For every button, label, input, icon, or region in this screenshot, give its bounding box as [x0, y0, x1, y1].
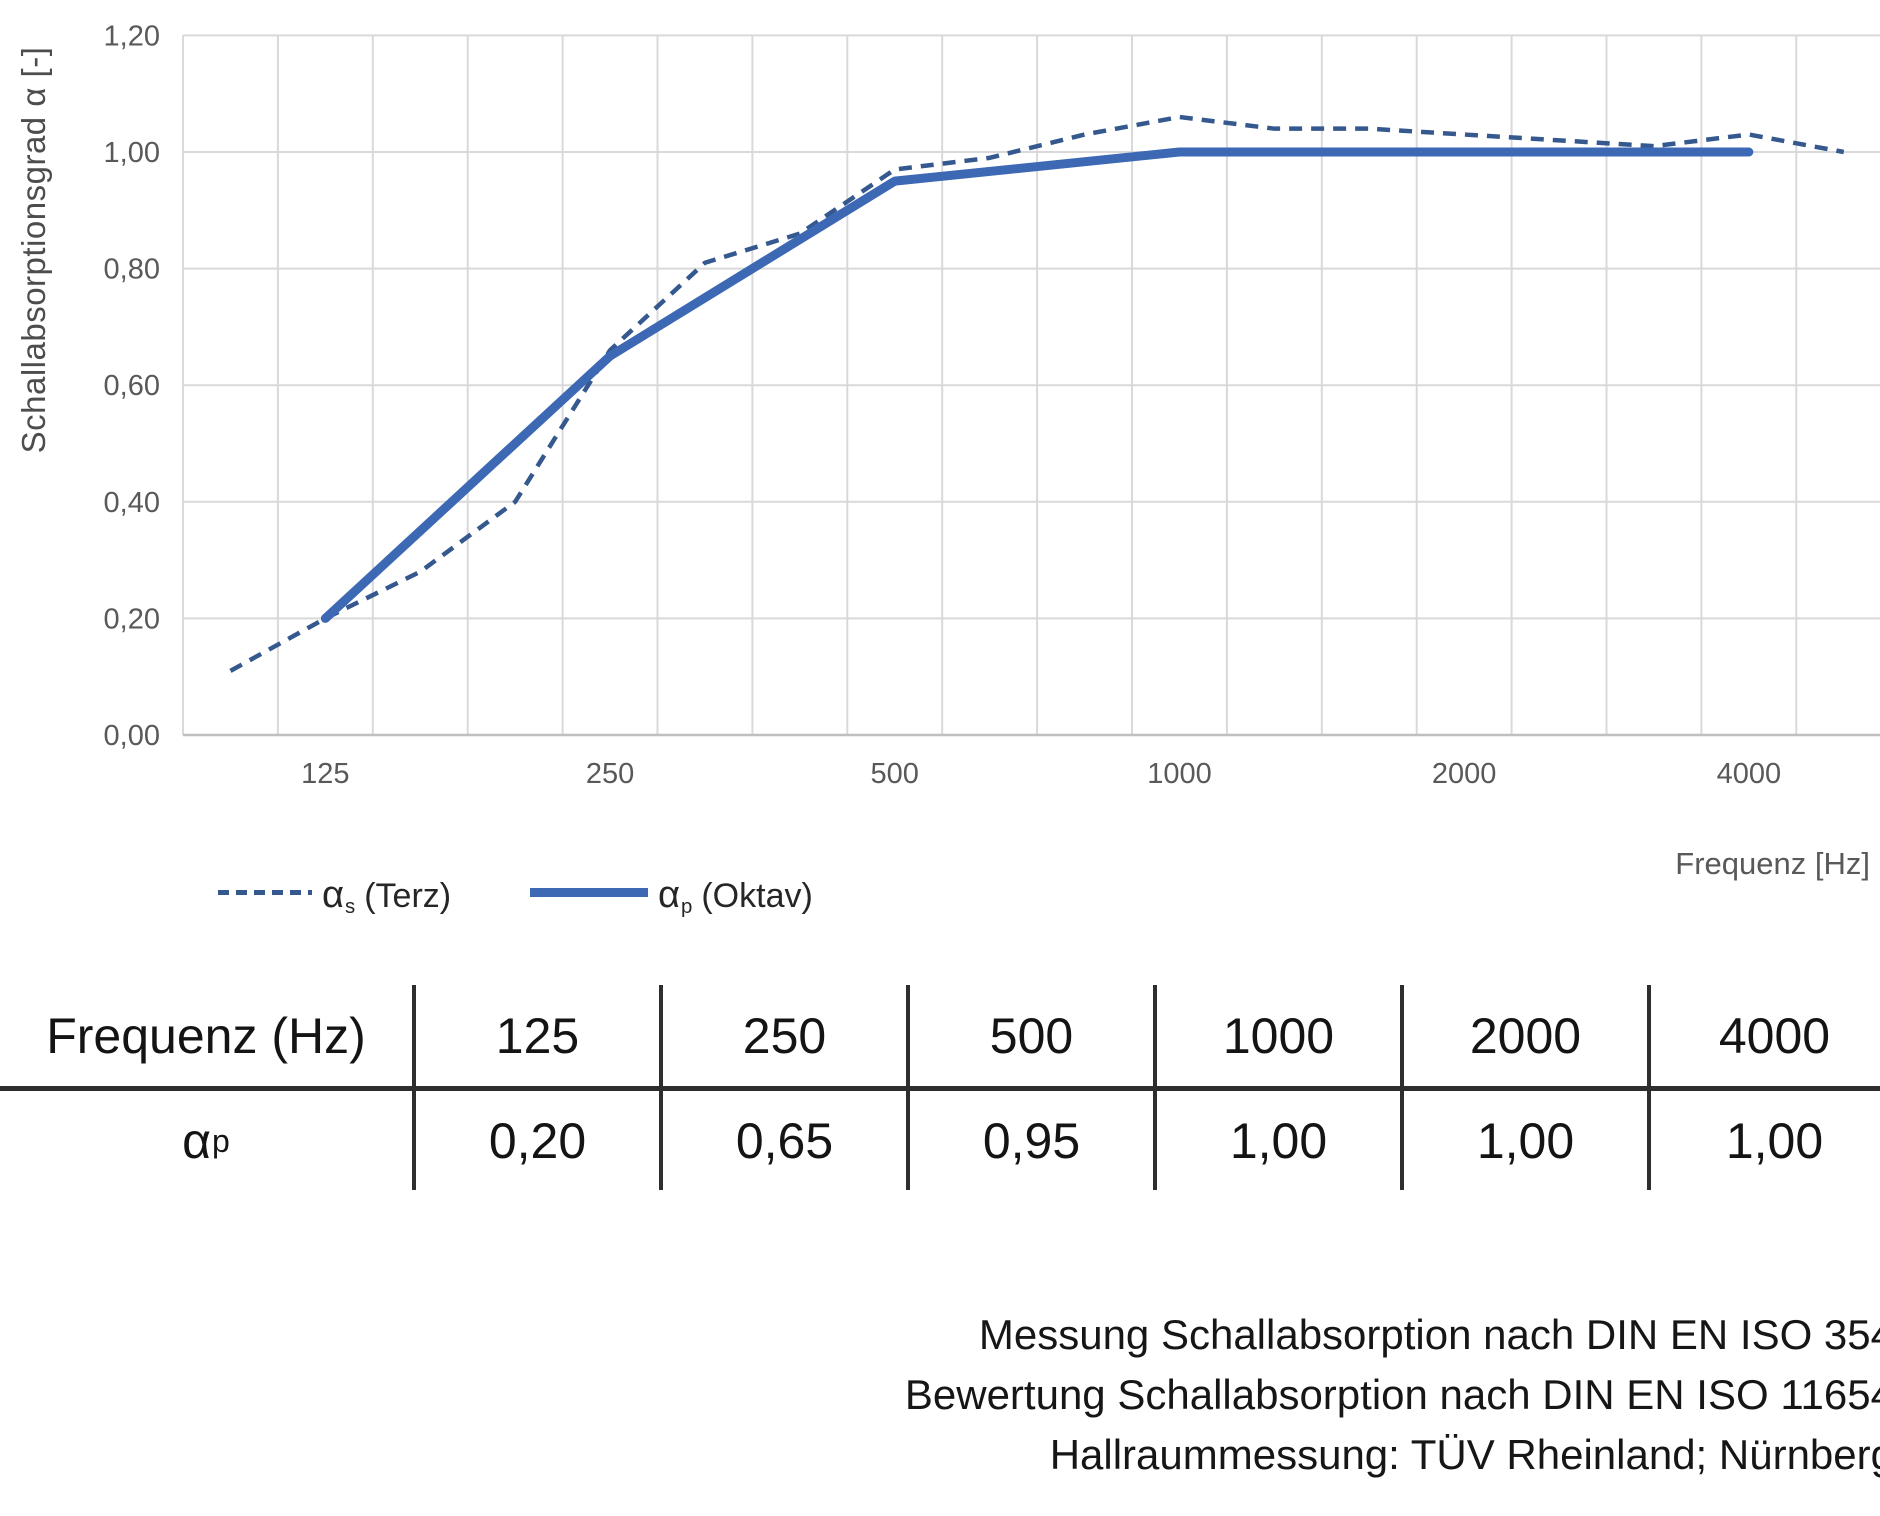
- oktav-solid-line-sample: [530, 888, 648, 897]
- table-cell-freq: 125: [416, 985, 663, 1086]
- absorption-table: Frequenz (Hz) 125 250 500 1000 2000 4000…: [0, 985, 1880, 1190]
- alpha-subscript: p: [681, 896, 693, 919]
- alpha-subscript: s: [345, 896, 356, 919]
- oktav-series-line: [320, 147, 1754, 623]
- x-tick-label: 125: [301, 758, 349, 790]
- chart-legend: αs (Terz) αp (Oktav): [0, 874, 1880, 934]
- table-cell-freq: 250: [663, 985, 910, 1086]
- x-axis-title: Frequenz [Hz]: [1675, 846, 1870, 881]
- y-tick-label: 0,20: [104, 603, 160, 635]
- legend-label-oktav: αp (Oktav): [658, 874, 813, 917]
- note-line: Messung Schallabsorption nach DIN EN ISO…: [978, 1311, 1880, 1358]
- x-tick-label: 1000: [1147, 758, 1212, 790]
- table-divider-line: [0, 1086, 1880, 1091]
- x-tick-label: 500: [871, 758, 919, 790]
- note-line: Hallraummessung: TÜV Rheinland; Nürnberg: [1049, 1431, 1880, 1478]
- table-header-label: Frequenz (Hz): [0, 985, 416, 1086]
- y-tick-label: 0,40: [104, 487, 160, 519]
- table-cell-value: 0,65: [663, 1091, 910, 1190]
- table-cell-value: 0,20: [416, 1091, 663, 1190]
- alpha-symbol: α: [658, 874, 681, 916]
- table-cell-freq: 2000: [1404, 985, 1651, 1086]
- legend-text: (Oktav): [701, 877, 813, 915]
- table-cell-value: 1,00: [1404, 1091, 1651, 1190]
- y-tick-label: 1,20: [104, 20, 160, 52]
- x-tick-label: 250: [586, 758, 634, 790]
- x-tick-label: 2000: [1432, 758, 1497, 790]
- terz-dashed-line-sample: [218, 890, 312, 895]
- table-header-row: Frequenz (Hz) 125 250 500 1000 2000 4000: [0, 985, 1880, 1086]
- table-cell-freq: 1000: [1157, 985, 1404, 1086]
- table-cell-value: 1,00: [1157, 1091, 1404, 1190]
- absorption-chart: 0,00 0,20 0,40 0,60 0,80 1,00 1,20 125 250 500 100…: [104, 20, 1880, 790]
- y-tick-label: 0,80: [104, 254, 160, 286]
- table-cell-value: 1,00: [1725, 1112, 1824, 1169]
- table-cell-freq: 4000: [1718, 1007, 1831, 1064]
- table-cell-value: 0,95: [910, 1091, 1157, 1190]
- note-line: Bewertung Schallabsorption nach DIN EN I…: [904, 1371, 1880, 1418]
- table-cell-freq: 500: [910, 985, 1157, 1086]
- legend-label-terz: αs (Terz): [322, 874, 451, 917]
- y-tick-label: 1,00: [104, 137, 160, 169]
- y-tick-label: 0,60: [104, 370, 160, 402]
- terz-series-line: [229, 114, 1845, 673]
- legend-text: (Terz): [364, 877, 452, 915]
- y-tick-label: 0,00: [104, 720, 160, 752]
- alpha-symbol: α: [322, 874, 345, 916]
- measurement-notes: Messung Schallabsorption nach DIN EN ISO…: [0, 1305, 1880, 1485]
- x-tick-label: 4000: [1717, 758, 1782, 790]
- alpha-symbol: α: [182, 1112, 212, 1169]
